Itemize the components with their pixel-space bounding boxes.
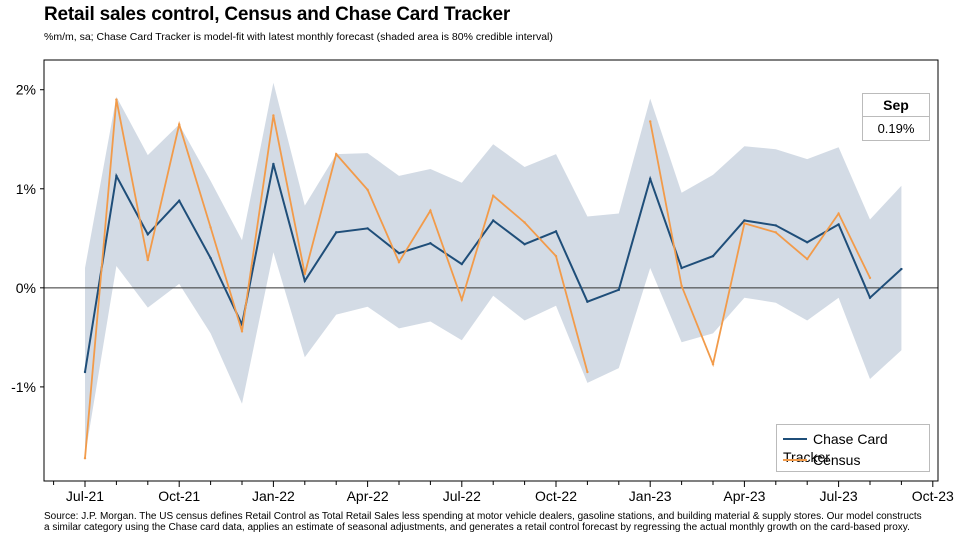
data-point-chase-card-tracker [83,370,87,374]
data-point-census [711,362,715,366]
data-point-chase-card-tracker [366,227,369,230]
data-point-census [523,221,526,224]
legend-swatch-census [783,459,807,462]
series-line-census-2 [649,121,871,368]
x-tick-label: Jan-23 [629,488,672,504]
x-tick-label: Apr-22 [347,488,389,504]
data-point-census [743,222,746,225]
data-point-chase-card-tracker [209,256,212,260]
data-point-chase-card-tracker [115,174,118,178]
data-point-chase-card-tracker [586,300,589,303]
data-point-chase-card-tracker [900,267,903,271]
data-point-chase-card-tracker [711,254,715,258]
x-tick-label: Oct-21 [158,488,200,504]
data-point-census [209,226,212,229]
credible-interval-band [85,82,902,457]
data-point-census [397,260,401,264]
data-point-census [554,254,558,258]
data-point-census [492,194,495,197]
plot-frame [43,59,939,482]
chart-title: Retail sales control, Census and Chase C… [44,4,511,25]
data-point-chase-card-tracker [680,266,683,270]
data-point-chase-card-tracker [868,296,872,299]
data-point-chase-card-tracker [146,233,149,236]
source-note: Source: J.P. Morgan. The US census defin… [44,511,944,533]
legend-label-census: Census [813,452,861,468]
x-tick-label: Oct-23 [912,488,954,504]
data-point-chase-card-tracker [837,223,840,226]
data-point-census [83,457,87,460]
y-tick-label: 2% [16,82,36,98]
data-point-census [335,152,338,156]
data-point-chase-card-tracker [335,231,338,234]
data-point-census [429,209,432,212]
data-point-census [649,120,652,123]
data-point-census [806,257,809,261]
data-point-chase-card-tracker [806,241,809,244]
data-point-chase-card-tracker [523,243,526,246]
data-point-chase-card-tracker [554,230,558,233]
data-point-census [680,284,683,288]
data-point-census [240,330,244,333]
data-point-chase-card-tracker [774,224,777,227]
data-point-chase-card-tracker [649,177,652,181]
data-point-census [460,298,463,301]
source-line-2: a similar category using the Chase card … [44,522,910,533]
legend-swatch-chase [783,438,807,441]
data-point-chase-card-tracker [303,279,306,283]
x-tick-label: Jul-22 [443,488,481,504]
x-tick-label: Jul-23 [820,488,858,504]
data-point-chase-card-tracker [397,251,401,255]
latest-value-callout: Sep 0.19% [862,93,930,141]
data-point-census [366,188,369,191]
y-tick-label: 1% [16,181,36,197]
data-point-chase-card-tracker [460,262,463,266]
data-point-census [303,272,306,276]
x-tick-label: Oct-22 [535,488,577,504]
chart-subtitle: %m/m, sa; Chase Card Tracker is model-fi… [44,31,553,43]
data-point-census [837,212,840,215]
chart-legend: Chase Card Tracker Census [776,424,930,472]
data-point-census [868,276,872,280]
data-point-census [178,123,181,126]
y-tick-label: -1% [11,379,36,395]
source-line-1: Source: J.P. Morgan. The US census defin… [44,511,922,522]
data-point-census [272,114,275,117]
data-point-chase-card-tracker [492,219,495,222]
data-point-chase-card-tracker [178,199,181,202]
data-point-census [774,231,777,234]
data-point-chase-card-tracker [272,162,275,166]
x-tick-label: Jul-21 [66,488,104,504]
data-point-census [115,98,118,101]
data-point-chase-card-tracker [743,219,746,222]
callout-value: 0.19% [877,121,915,136]
x-tick-label: Apr-23 [723,488,765,504]
legend-item-chase: Chase Card Tracker [783,430,929,465]
data-point-census [146,258,149,262]
data-point-chase-card-tracker [617,288,620,292]
data-point-census [586,370,589,374]
x-tick-label: Jan-22 [252,488,295,504]
data-point-chase-card-tracker [429,242,432,245]
y-tick-label: 0% [16,280,36,296]
legend-item-census: Census [783,451,860,469]
callout-month-label: Sep [863,94,929,117]
